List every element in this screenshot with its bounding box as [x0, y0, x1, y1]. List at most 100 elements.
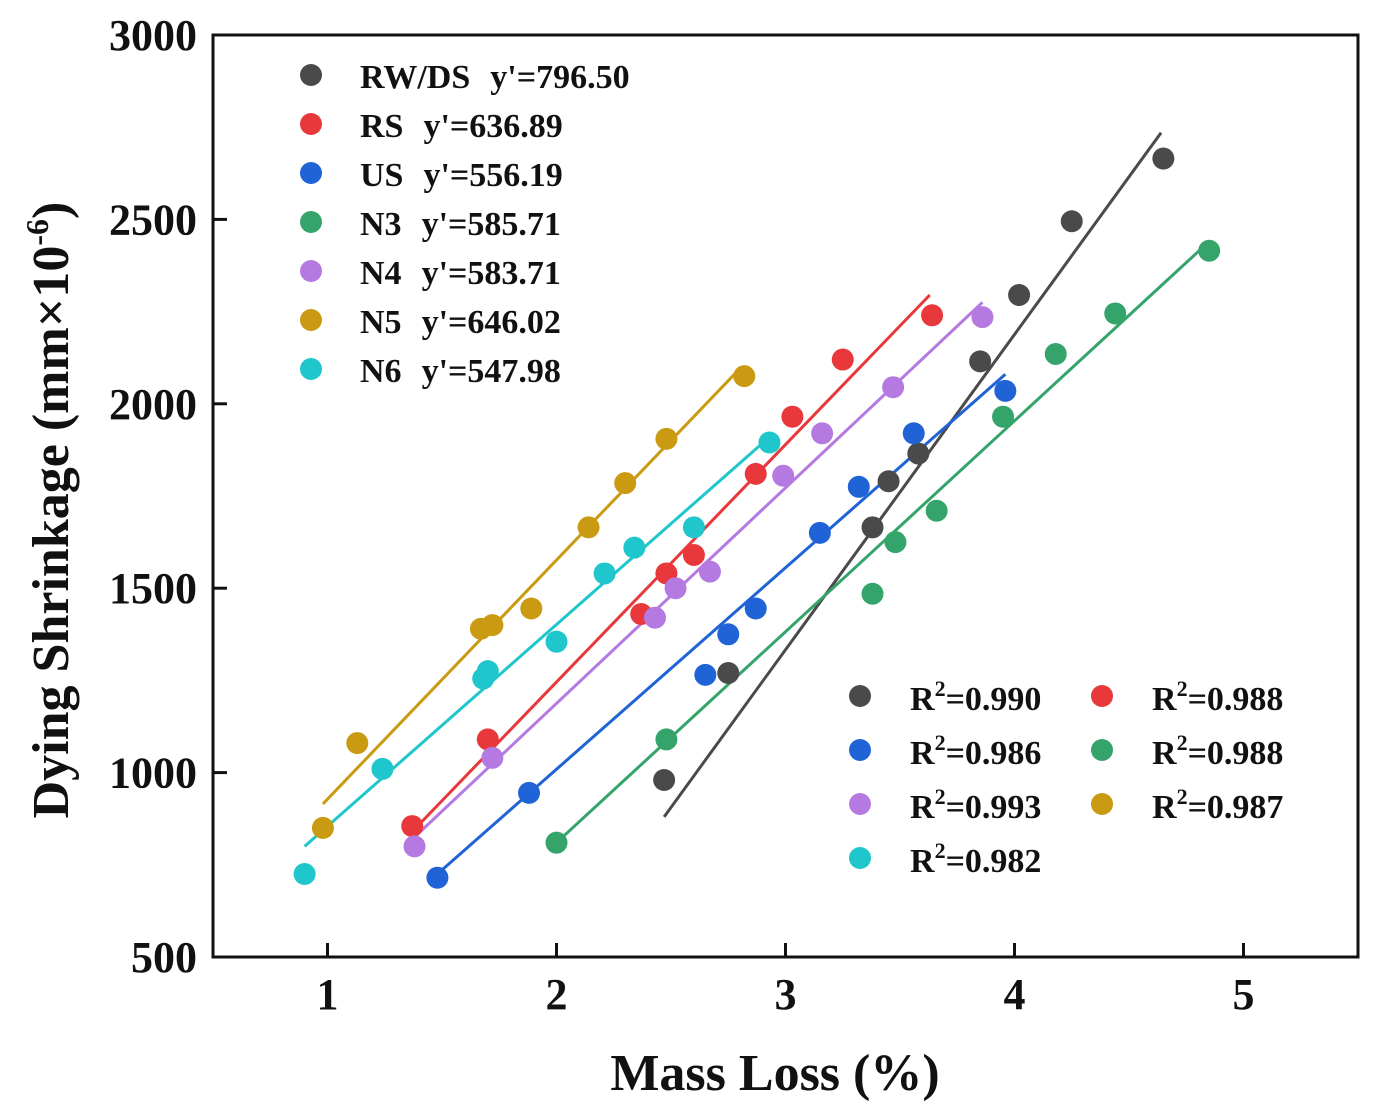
legend-entry-slope: N4 y'=583.71 [360, 255, 561, 292]
data-point-n3 [545, 831, 568, 854]
data-point-n6 [623, 536, 646, 559]
legend-marker [300, 358, 322, 380]
data-point-us [847, 475, 870, 498]
data-point-n4 [811, 422, 834, 445]
data-point-rs [401, 815, 424, 838]
x-tick-label: 4 [1004, 970, 1026, 1019]
legend-slope-value: y'=646.02 [422, 304, 561, 341]
legend-r2-value: =0.982 [946, 843, 1042, 880]
legend-r2-value: =0.986 [946, 735, 1042, 772]
data-point-n3 [992, 405, 1015, 428]
data-point-n4 [403, 835, 426, 858]
legend-r2-value: =0.988 [1188, 681, 1284, 718]
legend-series-name: RW/DS [360, 59, 470, 96]
data-point-n6 [293, 863, 316, 886]
data-point-n5 [655, 427, 678, 450]
fit-line-rw-ds [662, 131, 1163, 818]
legend-marker [300, 211, 322, 233]
legend-entry-slope: RW/DS y'=796.50 [360, 59, 630, 96]
data-point-n3 [1044, 343, 1067, 366]
legend-entry-r2: R2=0.982 [910, 838, 1041, 880]
data-point-n6 [545, 630, 568, 653]
legend-marker [1091, 739, 1113, 761]
x-axis-label: Mass Loss (%) [610, 1045, 939, 1102]
legend-r2-label: R [910, 789, 935, 826]
legend-r2-label: R [910, 735, 935, 772]
legend-series-name: RS [360, 108, 403, 145]
data-point-us [808, 521, 831, 544]
data-point-rw-ds [717, 662, 740, 685]
data-point-rs [781, 405, 804, 428]
data-point-rw-ds [1060, 210, 1083, 233]
legend-r2-value: =0.990 [946, 681, 1042, 718]
legend-entry-r2: R2=0.990 [910, 676, 1041, 718]
y-axis-label: Dying Shrinkage (mm×10-6) [19, 202, 80, 819]
legend-entry-slope: N6 y'=547.98 [360, 353, 561, 390]
legend-marker [300, 162, 322, 184]
data-point-n5 [346, 732, 369, 755]
x-tick-label: 3 [775, 970, 797, 1019]
legend-r2-value: =0.993 [946, 789, 1042, 826]
legend-r2-superscript: 2 [1177, 784, 1188, 809]
data-point-us [994, 379, 1017, 402]
data-point-us [717, 623, 740, 646]
y-tick-label: 2500 [109, 195, 197, 244]
x-tick-label: 1 [317, 970, 339, 1019]
legend-series-name: N4 [360, 255, 402, 292]
y-tick-label: 500 [131, 933, 197, 982]
data-point-rw-ds [653, 768, 676, 791]
legend-r2-label: R [910, 843, 935, 880]
legend-marker [300, 260, 322, 282]
y-axis-label-main: Dying Shrinkage (mm×10 [23, 246, 80, 819]
legend-marker [849, 685, 871, 707]
data-point-n6 [371, 757, 394, 780]
legend-r2-label: R [1152, 681, 1177, 718]
data-point-rs [831, 348, 854, 371]
legend-r2-label: R [910, 681, 935, 718]
legend-series-name: US [360, 157, 403, 194]
data-point-n5 [614, 472, 637, 495]
legend-slopes: RW/DS y'=796.50 RS y'=636.89 US y'=556.19 N3 y'… [300, 59, 630, 390]
legend-marker [300, 64, 322, 86]
data-point-rw-ds [1008, 284, 1031, 307]
x-tick-label: 5 [1233, 970, 1255, 1019]
data-point-us [694, 663, 717, 686]
fit-lines [303, 131, 1211, 876]
legend-r2-value: =0.988 [1188, 735, 1284, 772]
y-axis-label-exponent: -6 [19, 219, 55, 246]
legend-entry-r2: R2=0.987 [1152, 784, 1283, 826]
data-point-n5 [481, 614, 504, 637]
data-point-rs [682, 544, 705, 567]
data-point-us [426, 866, 449, 889]
legend-marker [849, 739, 871, 761]
data-point-rs [476, 728, 499, 751]
legend-marker [300, 309, 322, 331]
legend-entry-r2: R2=0.986 [910, 730, 1041, 772]
legend-marker [849, 847, 871, 869]
legend-marker [300, 113, 322, 135]
legend-slope-value: y'=556.19 [423, 157, 562, 194]
legend-entry-slope: RS y'=636.89 [360, 108, 563, 145]
legend-entry-slope: N5 y'=646.02 [360, 304, 561, 341]
legend-slope-value: y'=547.98 [422, 353, 561, 390]
legend-r2-label: R [1152, 789, 1177, 826]
data-point-us [518, 781, 541, 804]
legend-entry-slope: N3 y'=585.71 [360, 206, 561, 243]
legend-entry-slope: US y'=556.19 [360, 157, 563, 194]
legend-r2-superscript: 2 [935, 784, 946, 809]
legend-r2-superscript: 2 [935, 838, 946, 863]
data-point-n4 [481, 746, 504, 769]
data-point-n6 [758, 431, 781, 454]
data-point-us [902, 422, 925, 445]
data-point-n3 [884, 531, 907, 554]
legend-series-name: N5 [360, 304, 402, 341]
data-point-rw-ds [969, 350, 992, 373]
data-point-rw-ds [907, 442, 930, 465]
data-point-n6 [682, 516, 705, 539]
legend-series-name: N6 [360, 353, 402, 390]
data-point-n4 [643, 606, 666, 629]
data-point-n4 [772, 464, 795, 487]
data-point-rs [921, 304, 944, 327]
data-point-rs [744, 462, 767, 485]
